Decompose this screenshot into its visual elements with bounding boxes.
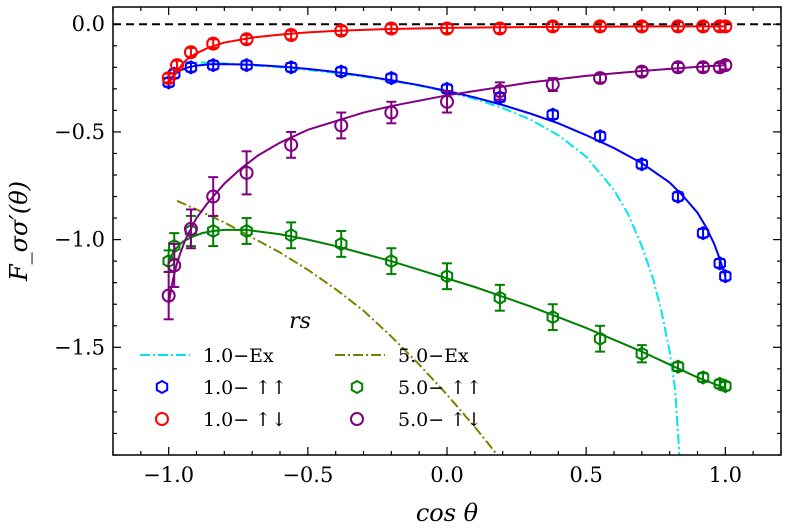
series-3: [161, 19, 733, 86]
legend-label: 1.0−Ex: [203, 345, 274, 367]
data-point: [170, 58, 185, 73]
series-4: [162, 214, 732, 394]
legend-swatch: [350, 412, 364, 426]
series-line: [176, 199, 498, 455]
data-point: [719, 269, 732, 284]
data-point: [634, 64, 649, 79]
data-point: [335, 64, 348, 79]
data-point: [696, 225, 710, 241]
legend-swatch: [350, 379, 364, 395]
y-axis-label: F_σσ′(θ): [5, 181, 33, 282]
data-point: [161, 288, 176, 303]
data-point: [696, 60, 711, 75]
data-point: [207, 57, 220, 73]
legend-entry: 1.0− ↑↓: [155, 409, 287, 431]
x-tick-label: 0.0: [430, 463, 463, 487]
data-point: [284, 228, 298, 243]
data-point: [167, 258, 182, 273]
x-axis-label: cos θ: [416, 499, 479, 527]
y-tick-label: −1.5: [54, 335, 105, 359]
data-point: [184, 60, 198, 75]
data-point: [718, 19, 733, 34]
series-1: [176, 199, 498, 455]
fit-line: [167, 25, 726, 84]
data-point: [335, 236, 348, 252]
data-point: [206, 36, 221, 51]
data-point: [635, 157, 649, 172]
data-point: [183, 221, 198, 236]
y-tick-label: −1.0: [54, 228, 105, 252]
data-point: [545, 77, 560, 92]
data-point: [207, 223, 220, 239]
data-point: [284, 28, 299, 42]
legend-label: 5.0− ↑↓: [398, 409, 482, 431]
data-point: [161, 71, 176, 86]
x-tick-label: −1.0: [143, 463, 194, 487]
legend-label: 1.0− ↑↓: [203, 409, 287, 431]
data-point: [440, 94, 454, 109]
label-layer: −1.0 −0.5 0.0 0.5 1.0 0.0 −0.5 −1.0 −1.5 cos θ F_σ…: [5, 12, 742, 527]
data-point: [492, 21, 507, 36]
data-point: [284, 60, 298, 75]
tick-layer: [112, 7, 782, 456]
data-point: [593, 19, 608, 34]
legend-entry: 1.0− ↑↑: [155, 377, 287, 399]
data-point: [545, 19, 560, 34]
data-point: [671, 189, 685, 204]
data-point: [719, 378, 732, 394]
legend-title: rs: [289, 309, 311, 334]
legend-label: 5.0− ↑↑: [398, 377, 482, 399]
data-point: [718, 58, 733, 73]
data-point: [239, 32, 254, 47]
legend-swatch: [155, 379, 169, 395]
data-point: [493, 290, 507, 305]
data-point: [385, 253, 398, 269]
data-point: [546, 309, 559, 325]
x-tick-label: −0.5: [282, 463, 333, 487]
data-point: [696, 19, 711, 34]
series-5: [161, 58, 733, 321]
data-point: [635, 346, 649, 361]
data-point: [440, 269, 454, 284]
data-point: [385, 70, 398, 86]
data-point: [284, 137, 299, 152]
legend-entry: 5.0− ↑↑: [350, 377, 482, 399]
data-point: [593, 129, 607, 144]
data-point: [671, 359, 685, 374]
data-point: [440, 21, 454, 36]
legend-swatch: [155, 412, 169, 426]
data-point: [593, 71, 608, 86]
legend-label: 5.0−Ex: [398, 345, 469, 367]
data-point: [593, 331, 607, 346]
data-point: [384, 21, 399, 36]
x-tick-label: 1.0: [709, 463, 742, 487]
data-point: [671, 60, 686, 75]
data-point: [546, 107, 559, 122]
legend-entry: 5.0− ↑↓: [350, 409, 482, 431]
data-point: [713, 256, 726, 271]
legend: rs 1.0−Ex 5.0−Ex 1.0− ↑↑ 5.0− ↑↑ 1.0− ↑↓ 5.0− …: [140, 309, 482, 431]
data-point: [492, 84, 507, 98]
x-tick-label: 0.5: [569, 463, 602, 487]
data-layer: [113, 19, 781, 455]
legend-label: 1.0− ↑↑: [203, 377, 287, 399]
data-point: [671, 19, 686, 34]
data-point: [334, 118, 349, 133]
y-tick-label: 0.0: [72, 12, 105, 36]
data-point: [696, 370, 710, 385]
data-point: [334, 23, 349, 38]
y-tick-label: −0.5: [54, 120, 105, 144]
data-point: [183, 45, 198, 60]
data-point: [634, 19, 649, 34]
legend-entry: 1.0−Ex: [140, 345, 274, 367]
data-point: [240, 57, 253, 73]
data-point: [206, 189, 221, 204]
data-point: [239, 165, 254, 180]
legend-entry: 5.0−Ex: [335, 345, 469, 367]
data-point: [384, 105, 399, 120]
data-point: [240, 223, 253, 239]
